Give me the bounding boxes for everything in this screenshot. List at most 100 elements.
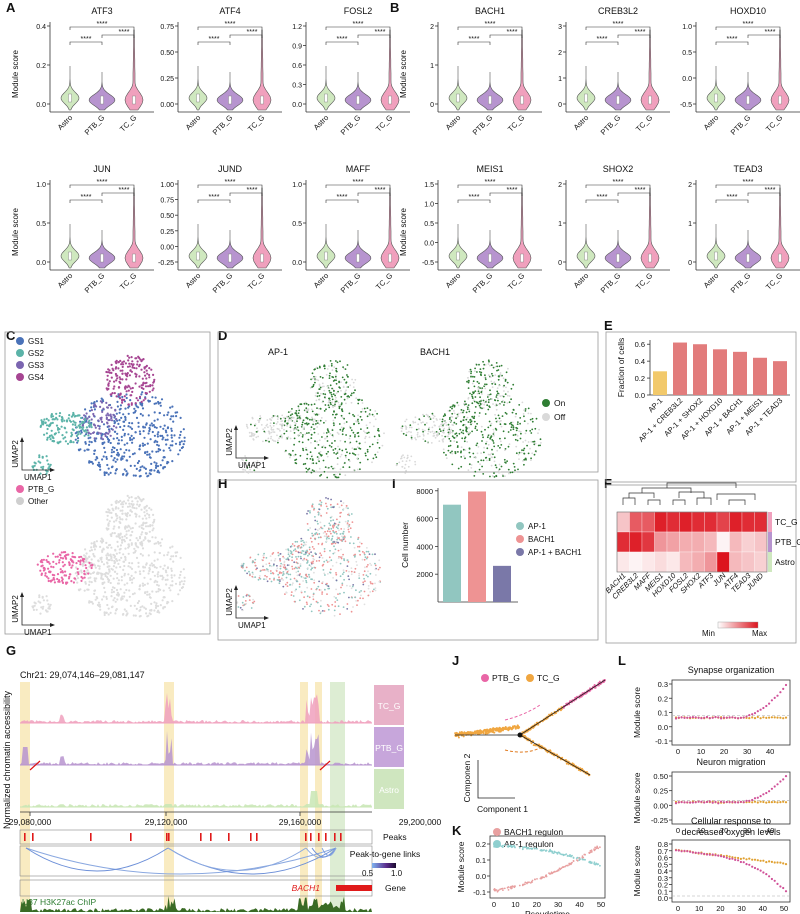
umap-point [153,434,156,437]
umap-point [318,556,321,559]
umap-point [483,403,486,406]
axis-arrows [21,593,54,626]
umap-point [144,391,147,395]
y-tick-label: 1.00 [160,182,174,189]
umap-point [328,587,331,590]
umap-point [422,434,425,437]
umap-point [46,555,50,558]
cell-point [482,730,485,733]
umap-point [94,566,97,569]
heatmap-cell [741,511,755,533]
umap-point [157,587,160,591]
violin-shape [604,230,632,269]
umap-point [48,465,51,468]
umap-point [527,422,529,425]
significance-stars: **** [81,36,92,43]
umap-point [88,600,91,603]
umap-point [327,535,330,538]
umap-point [120,575,123,579]
violin-shape [576,66,596,111]
umap-point [90,460,93,464]
umap-point [449,444,452,447]
umap-point [358,572,361,575]
umap-point [296,540,299,543]
umap-point [476,371,478,373]
umap-point [366,458,369,461]
umap-point [512,428,515,431]
cell-point [463,731,466,734]
umap-point [297,412,300,414]
umap-point [329,503,332,506]
panel-f-frame [605,484,797,644]
umap-point [342,366,344,368]
umap-point [354,378,357,381]
umap-point [137,561,140,565]
significance-stars: **** [375,187,386,194]
umap-point [307,438,310,441]
umap-point [59,568,62,571]
umap-point [438,425,441,428]
umap-point [333,366,336,368]
violin-box [746,253,750,263]
umap-point [245,602,248,605]
umap-point [489,364,491,367]
umap-point [123,564,126,568]
y-tick-label: 0.2 [36,63,46,70]
umap-point [129,438,132,442]
umap-point [467,433,470,436]
umap-point [460,446,463,449]
violin-box [714,93,718,103]
umap-point [146,453,149,456]
umap-point [58,553,61,556]
umap-point [104,591,107,594]
umap-point [303,605,306,608]
umap-point [473,420,476,423]
umap-point [319,605,322,608]
umap-point [265,557,268,559]
significance-bracket [197,41,231,45]
umap-point [310,403,313,406]
umap-point [314,516,316,518]
umap-point [108,570,111,573]
umap-point [269,424,272,427]
umap-point [274,415,276,417]
umap-point [128,449,131,452]
umap-point [266,575,268,578]
violin-shape [734,72,762,111]
umap-point [173,434,176,437]
umap-point [254,558,257,561]
umap-point [161,438,164,441]
umap-point [126,442,129,445]
umap-point [146,442,149,445]
umap-point [309,510,311,512]
umap-point [325,497,327,499]
umap-point [343,559,346,562]
umap-point [345,434,347,436]
umap-point [119,392,122,395]
umap-point [126,365,130,368]
umap-point [302,576,305,579]
umap-point [301,421,304,424]
significance-bracket [747,34,781,38]
heatmap-cell [616,551,630,573]
umap-point [299,403,302,406]
umap-point [451,450,453,453]
umap-point [160,538,164,541]
legend-label: PTB_G [492,673,520,683]
umap-point [318,394,321,397]
umap-point [478,412,481,414]
umap-point [469,421,472,424]
umap-point [135,367,138,370]
umap-point [131,506,134,509]
umap-point [146,512,149,515]
umap-point [479,387,482,389]
umap-point [361,402,364,404]
umap-point [489,453,491,456]
umap-point [328,444,331,447]
umap-point [476,429,478,431]
umap-point [83,573,86,576]
umap-point [297,407,300,409]
dendrogram-branch [728,499,746,505]
umap-point [105,527,108,530]
umap-point [121,512,124,515]
